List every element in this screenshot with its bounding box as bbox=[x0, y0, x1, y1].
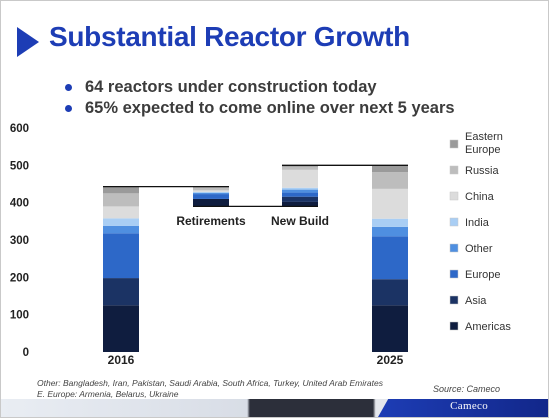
slide-title: Substantial Reactor Growth bbox=[49, 21, 410, 52]
bar-segment-china bbox=[103, 206, 139, 219]
bar-segment-europe bbox=[372, 236, 408, 280]
legend-label: Americas bbox=[465, 321, 511, 333]
bar-segment-europe bbox=[193, 194, 229, 199]
legend-swatch bbox=[449, 217, 459, 227]
legend-label: Europe bbox=[465, 269, 500, 281]
bar-segment-americas bbox=[193, 198, 229, 207]
y-tick-label: 300 bbox=[10, 235, 29, 247]
bullet-list: 64 reactors under construction today 65%… bbox=[63, 77, 455, 119]
legend-swatch bbox=[449, 269, 459, 279]
legend-label: Russia bbox=[465, 165, 500, 177]
bullet-item: 65% expected to come online over next 5 … bbox=[63, 98, 455, 119]
legend-swatch bbox=[449, 191, 459, 201]
bar-segment-other bbox=[103, 225, 139, 234]
y-tick-label: 500 bbox=[10, 160, 29, 172]
bar-segment-americas bbox=[103, 305, 139, 352]
bar-segment-americas bbox=[282, 201, 318, 207]
legend-label: Asia bbox=[465, 295, 487, 307]
y-tick-label: 600 bbox=[10, 123, 29, 135]
bar-segment-india bbox=[282, 187, 318, 190]
legend-swatch bbox=[449, 165, 459, 175]
y-tick-label: 400 bbox=[10, 198, 29, 210]
legend-swatch bbox=[449, 321, 459, 331]
bar-segment-americas bbox=[372, 305, 408, 352]
legend-label: Other bbox=[465, 243, 493, 255]
bar-segment-india bbox=[372, 218, 408, 227]
legend-label: China bbox=[465, 191, 495, 203]
bar-segment-china bbox=[193, 190, 229, 192]
category-label: New Build bbox=[271, 214, 329, 228]
footnote: Other: Bangladesh, Iran, Pakistan, Saudi… bbox=[37, 378, 383, 399]
category-label: 2016 bbox=[108, 353, 135, 367]
bullet-dot-icon bbox=[65, 84, 72, 91]
bullet-item: 64 reactors under construction today bbox=[63, 77, 455, 98]
bullet-dot-icon bbox=[65, 105, 72, 112]
bar-segment-other bbox=[282, 189, 318, 193]
bullet-text: 65% expected to come online over next 5 … bbox=[85, 99, 455, 117]
bar-segment-china bbox=[372, 188, 408, 219]
footnote-line: E. Europe: Armenia, Belarus, Ukraine bbox=[37, 388, 179, 399]
bar-segment-europe bbox=[103, 233, 139, 279]
bullet-text: 64 reactors under construction today bbox=[85, 78, 377, 96]
bar-segment-asia bbox=[372, 279, 408, 306]
bar-segment-eastern-europe bbox=[103, 186, 139, 194]
bar-segment-asia bbox=[282, 196, 318, 202]
bar-segment-europe bbox=[282, 192, 318, 197]
bar-segment-asia bbox=[103, 278, 139, 306]
bar-segment-russia bbox=[282, 166, 318, 170]
source-note: Source: Cameco bbox=[433, 384, 501, 394]
y-tick-label: 200 bbox=[10, 272, 29, 284]
category-label: Retirements bbox=[176, 214, 246, 228]
legend-swatch bbox=[449, 139, 459, 149]
bar-segment-china bbox=[282, 169, 318, 188]
bar-segment-india bbox=[193, 191, 229, 193]
legend-swatch bbox=[449, 295, 459, 305]
bar-segment-other bbox=[193, 192, 229, 195]
title-arrow-icon bbox=[17, 27, 39, 57]
bar-segment-russia bbox=[372, 172, 408, 189]
bar-segment-other bbox=[372, 226, 408, 237]
footer-logo-band bbox=[378, 399, 548, 417]
reactor-waterfall-chart: 0 100 200 300 400 500 600 2016 Retirements New Bu… bbox=[10, 123, 512, 367]
legend-swatch bbox=[449, 243, 459, 253]
y-tick-label: 100 bbox=[10, 310, 29, 322]
bar-segment-russia bbox=[193, 187, 229, 191]
bar-segment-russia bbox=[103, 193, 139, 207]
footnote-line: Other: Bangladesh, Iran, Pakistan, Saudi… bbox=[37, 378, 383, 388]
bar-segment-india bbox=[103, 218, 139, 226]
bar-segment-eastern-europe bbox=[282, 165, 318, 167]
legend-label: Eastern Europe bbox=[465, 131, 503, 156]
legend-label: India bbox=[465, 217, 490, 229]
bar-segment-eastern-europe bbox=[372, 165, 408, 173]
y-tick-label: 0 bbox=[23, 347, 29, 359]
footer-logo: Cameco bbox=[450, 400, 488, 412]
category-label: 2025 bbox=[377, 353, 404, 367]
